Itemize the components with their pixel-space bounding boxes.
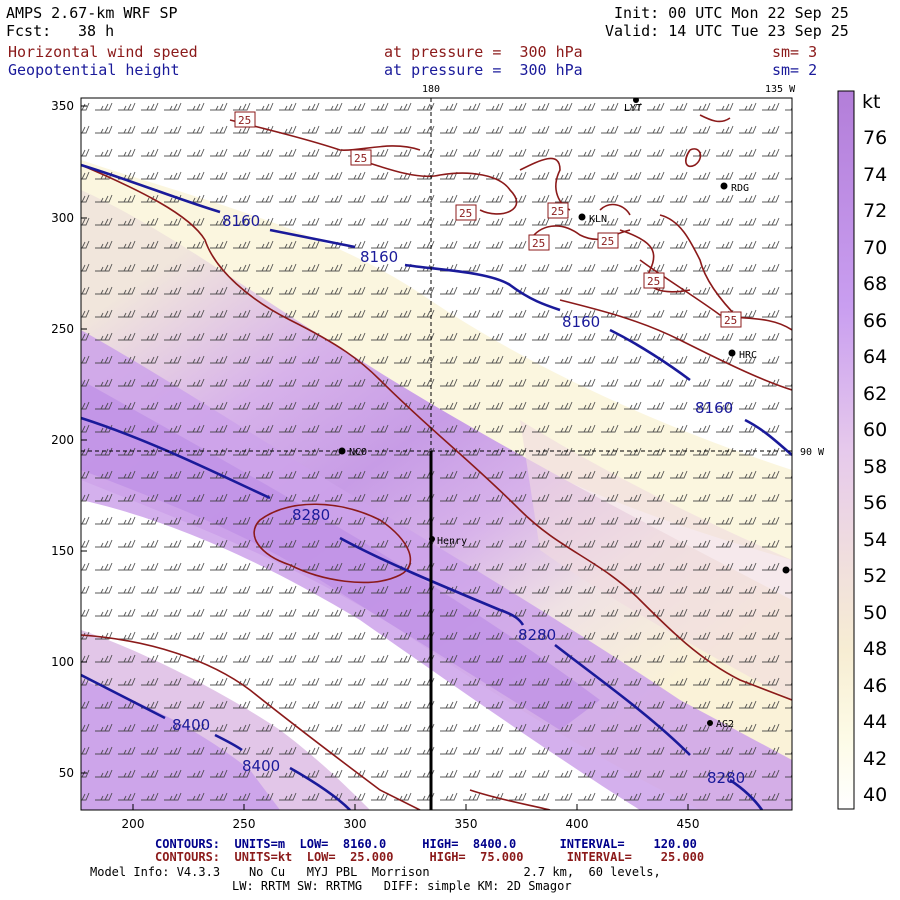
station-hrc: HRC (739, 350, 757, 361)
station-henry: Henry (437, 536, 467, 547)
station-dot-edge (782, 566, 790, 574)
y-tick-350: 350 (51, 99, 74, 113)
cbar-64: 64 (863, 346, 887, 368)
valid-time: Valid: 14 UTC Tue 23 Sep 25 (605, 22, 849, 40)
contours-height-info: CONTOURS: UNITS=m LOW= 8160.0 HIGH= 8400… (155, 837, 697, 851)
cbar-50: 50 (863, 602, 887, 624)
y-tick-150: 150 (51, 544, 74, 558)
station-dot-kln (578, 213, 586, 221)
station-nco: NCO (349, 447, 367, 458)
y-tick-300: 300 (51, 211, 74, 225)
cbar-54: 54 (863, 529, 887, 551)
station-ag2: AG2 (716, 719, 734, 730)
height-label-8160-c: 8160 (562, 313, 600, 331)
contours-wind-info: CONTOURS: UNITS=kt LOW= 25.000 HIGH= 75.… (155, 850, 705, 864)
wind-label-6: 25 (601, 235, 614, 248)
height-label-8160-b: 8160 (360, 248, 398, 266)
wind-label-5: 25 (532, 237, 545, 250)
height-label-8160-a: 8160 (222, 212, 260, 230)
cbar-56: 56 (863, 492, 887, 514)
wind-label-7: 25 (647, 275, 660, 288)
station-dot-lyt (633, 98, 639, 103)
y-tick-100: 100 (51, 655, 74, 669)
field2-name: Geopotential height (8, 61, 180, 79)
cbar-72: 72 (863, 200, 887, 222)
cbar-68: 68 (863, 273, 887, 295)
wind-label-3: 25 (459, 207, 472, 220)
cbar-44: 44 (863, 711, 887, 733)
y-tick-50: 50 (59, 766, 74, 780)
model-info: Model Info: V4.3.3 No Cu MYJ PBL Morriso… (90, 865, 661, 879)
meridian-90w-label: 90 W (800, 447, 825, 458)
height-label-8160-d: 8160 (695, 399, 733, 417)
forecast-hours: 38 h (78, 22, 115, 40)
cbar-70: 70 (863, 237, 887, 259)
station-dot-rdg (720, 182, 728, 190)
cbar-48: 48 (863, 638, 887, 660)
height-label-8400-a: 8400 (172, 716, 210, 734)
x-tick-450: 450 (677, 817, 700, 831)
cbar-60: 60 (863, 419, 887, 441)
field2-level: at pressure = 300 hPa (384, 61, 583, 79)
cbar-76: 76 (863, 127, 887, 149)
station-dot-nco (338, 447, 346, 455)
y-tick-200: 200 (51, 433, 74, 447)
cbar-66: 66 (863, 310, 887, 332)
colorbar-unit: kt (862, 91, 880, 113)
height-label-8280-c: 8280 (707, 769, 745, 787)
height-label-8400-b: 8400 (242, 757, 280, 775)
height-label-8280-b: 8280 (518, 626, 556, 644)
model-title: AMPS 2.67-km WRF SP (6, 4, 178, 22)
cbar-40: 40 (863, 784, 887, 806)
x-tick-250: 250 (233, 817, 256, 831)
station-lyt: LYT (624, 103, 642, 114)
wind-label-1: 25 (238, 114, 251, 127)
cbar-74: 74 (863, 164, 887, 186)
station-kln: KLN (589, 214, 607, 225)
station-dot-ag2 (707, 720, 713, 726)
cbar-52: 52 (863, 565, 887, 587)
cbar-58: 58 (863, 456, 887, 478)
x-tick-400: 400 (566, 817, 589, 831)
forecast-label: Fcst: (6, 22, 52, 40)
field2-smoothing: sm= 2 (772, 61, 818, 79)
wind-label-8: 25 (724, 314, 737, 327)
field1-name: Horizontal wind speed (8, 43, 198, 61)
y-tick-250: 250 (51, 322, 74, 336)
meridian-180-label: 180 (422, 84, 440, 95)
field1-smoothing: sm= 3 (772, 43, 818, 61)
wind-label-2: 25 (354, 152, 367, 165)
station-rdg: RDG (731, 183, 749, 194)
plot-area: 25 25 25 25 25 25 25 25 8160 8160 8160 8… (81, 98, 792, 810)
field1-level: at pressure = 300 hPa (384, 43, 583, 61)
wind-label-4: 25 (551, 205, 564, 218)
physics-info: LW: RRTM SW: RRTMG DIFF: simple KM: 2D S… (232, 879, 572, 893)
station-dot-hrc (728, 349, 736, 357)
x-tick-350: 350 (455, 817, 478, 831)
cbar-46: 46 (863, 675, 887, 697)
colorbar: kt 76 74 72 70 68 66 64 62 60 58 56 54 5… (837, 90, 887, 810)
height-label-8280-a: 8280 (292, 506, 330, 524)
cbar-42: 42 (863, 748, 887, 770)
cbar-62: 62 (863, 383, 887, 405)
x-tick-200: 200 (122, 817, 145, 831)
meridian-135w-label: 135 W (765, 84, 796, 95)
init-time: Init: 00 UTC Mon 22 Sep 25 (614, 4, 849, 22)
x-tick-300: 300 (344, 817, 367, 831)
station-dot-henry (429, 536, 435, 542)
